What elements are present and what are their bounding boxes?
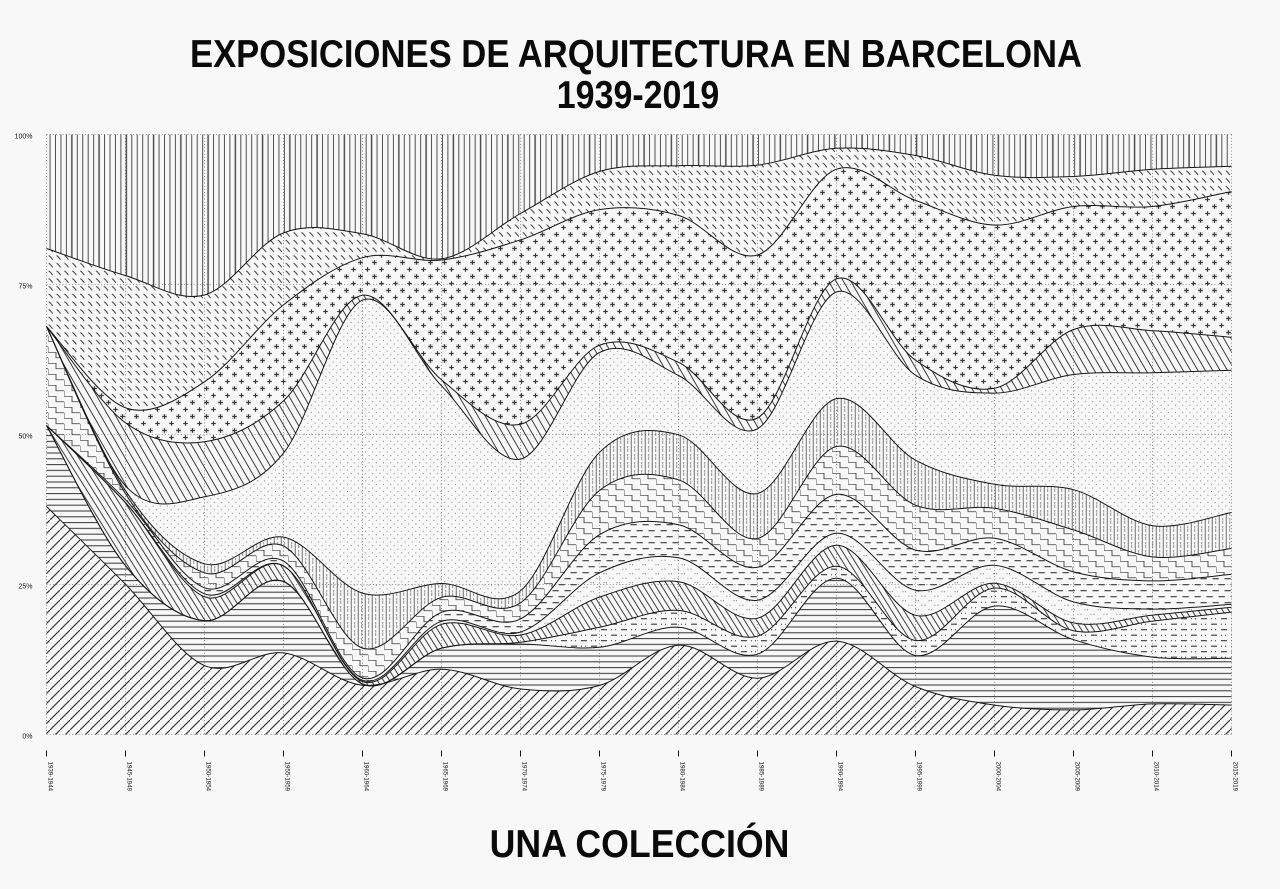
svg-text:100%: 100%: [15, 134, 33, 141]
svg-text:50%: 50%: [18, 434, 32, 441]
svg-text:1939-1944: 1939-1944: [47, 762, 54, 792]
svg-text:2015-2019: 2015-2019: [1232, 762, 1239, 792]
svg-text:1970-1974: 1970-1974: [521, 762, 528, 792]
svg-text:1939-2019: 1939-2019: [557, 73, 719, 117]
svg-text:1975-1979: 1975-1979: [600, 762, 607, 792]
svg-text:UNA COLECCIÓN: UNA COLECCIÓN: [490, 822, 790, 866]
svg-text:1945-1949: 1945-1949: [126, 762, 133, 792]
svg-text:25%: 25%: [18, 584, 32, 591]
svg-text:2010-2014: 2010-2014: [1153, 762, 1160, 792]
svg-text:1995-1999: 1995-1999: [916, 762, 923, 792]
svg-text:1960-1964: 1960-1964: [363, 762, 370, 792]
svg-text:1965-1969: 1965-1969: [442, 762, 449, 792]
svg-text:EXPOSICIONES DE ARQUITECTURA E: EXPOSICIONES DE ARQUITECTURA EN BARCELON…: [190, 32, 1082, 75]
svg-text:0%: 0%: [22, 734, 32, 741]
svg-text:2000-2004: 2000-2004: [995, 762, 1002, 792]
svg-text:1955-1959: 1955-1959: [284, 762, 291, 792]
svg-text:1985-1989: 1985-1989: [758, 762, 765, 792]
svg-text:1950-1954: 1950-1954: [205, 762, 212, 792]
svg-text:1990-1994: 1990-1994: [837, 762, 844, 792]
svg-text:75%: 75%: [18, 284, 32, 291]
svg-text:2005-2009: 2005-2009: [1074, 762, 1081, 792]
svg-text:1980-1984: 1980-1984: [679, 762, 686, 792]
